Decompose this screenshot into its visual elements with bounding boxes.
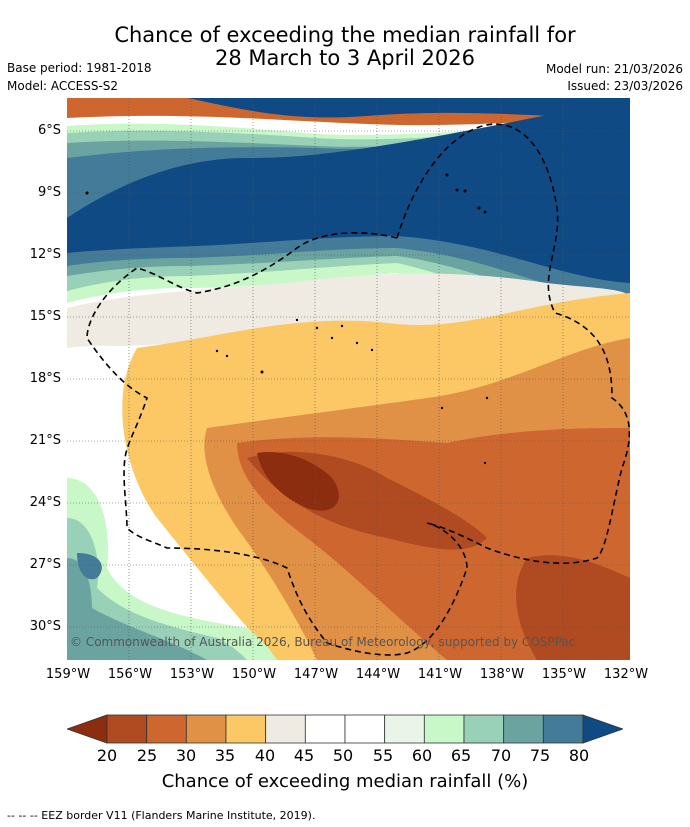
colorbar-tick: 55 bbox=[372, 746, 394, 765]
colorbar-segment bbox=[146, 714, 187, 744]
model-name: Model: ACCESS-S2 bbox=[7, 79, 119, 93]
colorbar-segment bbox=[265, 714, 306, 744]
x-tick-label: 132°W bbox=[603, 667, 649, 682]
wet-core-80 bbox=[67, 98, 630, 283]
base-period: Base period: 1981-2018 bbox=[7, 61, 152, 75]
colorbar-tick: 30 bbox=[175, 746, 197, 765]
colorbar-segment bbox=[423, 714, 465, 744]
colorbar-segment bbox=[384, 714, 425, 744]
colorbar-segment bbox=[225, 714, 267, 744]
colorbar-tick: 25 bbox=[136, 746, 158, 765]
x-tick-label: 138°W bbox=[479, 667, 525, 682]
dry-20-core bbox=[257, 452, 339, 511]
colorbar-segment bbox=[106, 714, 148, 744]
colorbar-over-arrow bbox=[582, 714, 623, 744]
sw-wet-75 bbox=[77, 553, 102, 580]
y-tick-label: 12°S bbox=[29, 247, 61, 262]
title-line-2: 28 March to 3 April 2026 bbox=[215, 46, 475, 70]
x-tick-label: 144°W bbox=[355, 667, 401, 682]
eez-borders bbox=[86, 123, 630, 656]
y-tick-label: 24°S bbox=[29, 495, 61, 510]
y-tick-label: 9°S bbox=[37, 185, 61, 200]
colorbar-tick: 45 bbox=[293, 746, 315, 765]
issued-date: Issued: 23/03/2026 bbox=[567, 79, 683, 93]
colorbar-tick: 75 bbox=[529, 746, 551, 765]
colorbar-title: Chance of exceeding median rainfall (%) bbox=[161, 771, 529, 792]
rainfall-map bbox=[67, 98, 630, 660]
islands bbox=[85, 173, 489, 465]
colorbar bbox=[67, 714, 623, 744]
x-tick-label: 153°W bbox=[169, 667, 215, 682]
colorbar-tick: 70 bbox=[490, 746, 512, 765]
y-tick-label: 18°S bbox=[29, 371, 61, 386]
model-run: Model run: 21/03/2026 bbox=[545, 62, 683, 76]
colorbar-segment bbox=[542, 714, 584, 744]
copyright-notice: © Commonwealth of Australia 2026, Bureau… bbox=[70, 635, 576, 649]
colorbar-segment bbox=[463, 714, 505, 744]
x-tick-label: 141°W bbox=[417, 667, 463, 682]
colorbar-tick: 60 bbox=[411, 746, 433, 765]
x-tick-label: 159°W bbox=[45, 667, 91, 682]
colorbar-under-arrow bbox=[67, 714, 108, 744]
colorbar-tick: 35 bbox=[214, 746, 236, 765]
map-title: Chance of exceeding the median rainfall … bbox=[0, 24, 690, 70]
colorbar-segment bbox=[503, 714, 544, 744]
colorbar-segment bbox=[344, 714, 386, 744]
y-tick-label: 6°S bbox=[37, 123, 61, 138]
colorbar-segment bbox=[185, 714, 227, 744]
y-tick-label: 30°S bbox=[29, 619, 61, 634]
wet-core-north bbox=[187, 98, 630, 118]
dry-25-southeast bbox=[516, 555, 630, 660]
colorbar-tick: 20 bbox=[96, 746, 118, 765]
x-tick-label: 135°W bbox=[541, 667, 587, 682]
x-tick-label: 156°W bbox=[107, 667, 153, 682]
colorbar-tick: 50 bbox=[332, 746, 354, 765]
y-tick-label: 15°S bbox=[29, 309, 61, 324]
colorbar-segment bbox=[304, 714, 346, 744]
x-tick-label: 147°W bbox=[293, 667, 339, 682]
colorbar-tick: 40 bbox=[254, 746, 276, 765]
colorbar-tick: 65 bbox=[450, 746, 472, 765]
eez-footnote: -- -- -- EEZ border V11 (Flanders Marine… bbox=[7, 809, 316, 822]
graticule bbox=[67, 98, 630, 660]
y-tick-label: 27°S bbox=[29, 557, 61, 572]
y-tick-label: 21°S bbox=[29, 433, 61, 448]
colorbar-tick: 80 bbox=[568, 746, 590, 765]
sw-wet-70 bbox=[67, 558, 207, 660]
title-line-1: Chance of exceeding the median rainfall … bbox=[114, 23, 576, 47]
west-normal-zone bbox=[67, 345, 277, 660]
x-tick-label: 150°W bbox=[231, 667, 277, 682]
